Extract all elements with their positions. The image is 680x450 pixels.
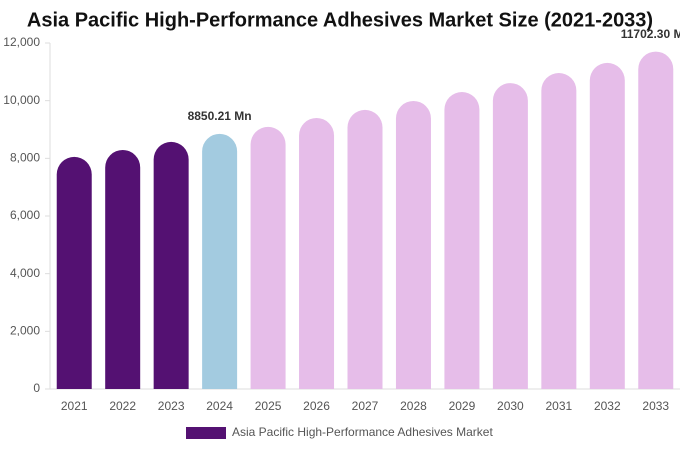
bar xyxy=(444,92,480,390)
x-tick-label: 2024 xyxy=(206,399,233,413)
bar xyxy=(250,126,286,389)
x-tick-label: 2030 xyxy=(497,399,524,413)
bar xyxy=(395,100,431,389)
x-tick-label: 2029 xyxy=(449,399,476,413)
bar xyxy=(541,73,577,389)
bar xyxy=(56,156,92,389)
value-label: 11702.30 Mn xyxy=(621,27,680,41)
y-tick-label: 12,000 xyxy=(3,35,40,49)
y-tick-label: 2,000 xyxy=(10,324,40,338)
y-tick-label: 4,000 xyxy=(10,266,40,280)
y-tick-label: 10,000 xyxy=(3,93,40,107)
x-tick-label: 2032 xyxy=(594,399,621,413)
bar xyxy=(105,149,141,389)
y-tick-label: 0 xyxy=(33,381,40,395)
x-tick-label: 2021 xyxy=(61,399,88,413)
legend-label: Asia Pacific High-Performance Adhesives … xyxy=(232,425,493,439)
y-tick-label: 6,000 xyxy=(10,208,40,222)
bar xyxy=(202,133,238,389)
x-tick-label: 2027 xyxy=(352,399,379,413)
x-tick-label: 2025 xyxy=(255,399,282,413)
value-label: 8850.21 Mn xyxy=(188,109,252,123)
x-tick-label: 2028 xyxy=(400,399,427,413)
bar xyxy=(492,83,528,390)
bar xyxy=(347,109,383,389)
x-tick-label: 2023 xyxy=(158,399,185,413)
bar xyxy=(153,141,189,389)
bar xyxy=(299,117,335,389)
legend-swatch xyxy=(186,427,226,439)
x-tick-label: 2022 xyxy=(109,399,136,413)
x-tick-label: 2033 xyxy=(642,399,669,413)
bar xyxy=(638,51,674,390)
bar xyxy=(589,62,625,390)
y-tick-label: 8,000 xyxy=(10,151,40,165)
x-tick-label: 2031 xyxy=(545,399,572,413)
chart-title: Asia Pacific High-Performance Adhesives … xyxy=(27,9,653,31)
x-tick-label: 2026 xyxy=(303,399,330,413)
